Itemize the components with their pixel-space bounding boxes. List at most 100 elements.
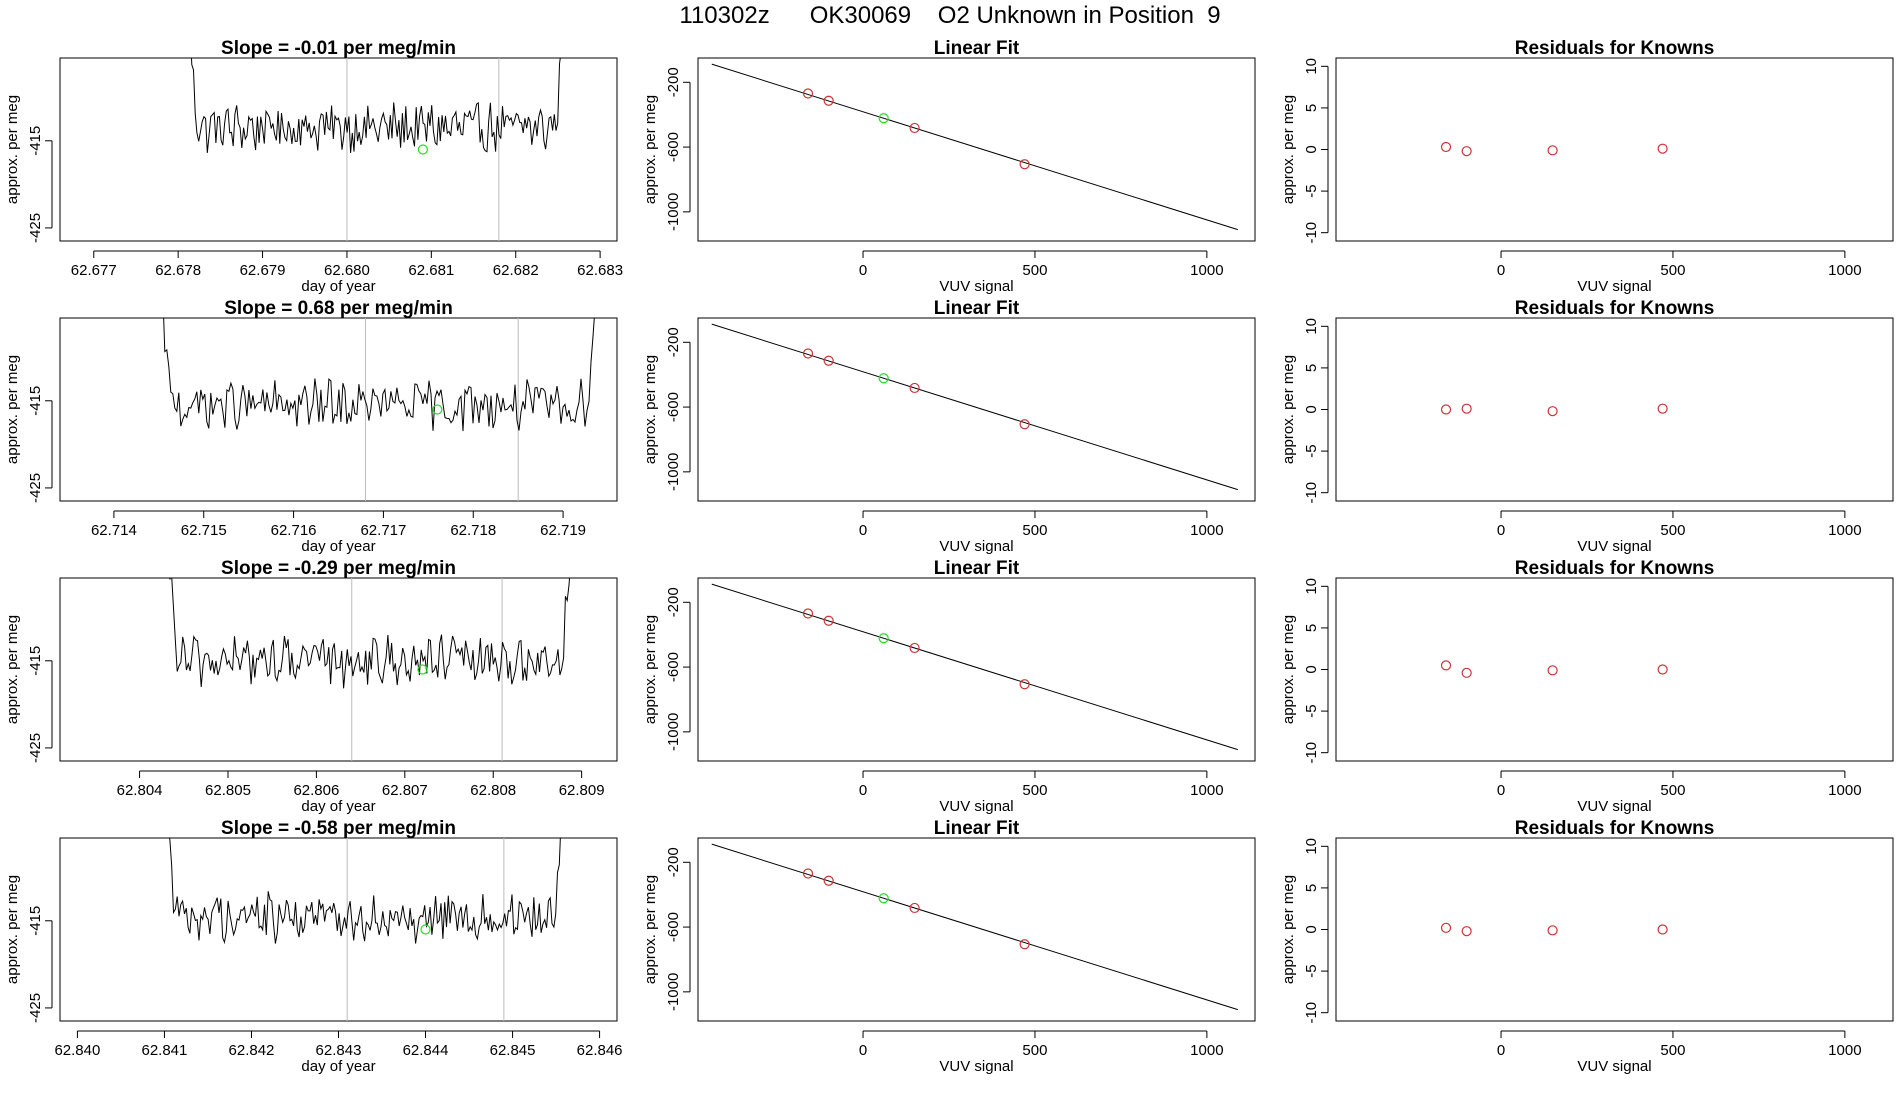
y-tick-label: -425 [27, 473, 44, 503]
panel-title: Linear Fit [934, 38, 1020, 59]
panel-fit-2 [683, 317, 1256, 518]
x-tick-label: 62.804 [117, 782, 163, 799]
x-tick-label: 62.718 [450, 522, 496, 539]
known-point [1019, 939, 1030, 950]
unknown-point [878, 373, 889, 384]
known-point [802, 348, 814, 359]
x-axis-label: VUV signal [1577, 1058, 1651, 1075]
x-axis-label: VUV signal [939, 278, 1013, 295]
y-tick-label: -425 [27, 993, 44, 1023]
x-tick-label: 62.845 [490, 1042, 536, 1059]
x-tick-label: 62.842 [229, 1042, 275, 1059]
y-tick-label: -10 [1303, 482, 1320, 504]
panel-title: Residuals for Knowns [1515, 38, 1715, 59]
x-tick-label: 62.806 [293, 782, 339, 799]
y-tick-label: 10 [1303, 578, 1320, 595]
plot-frame [697, 57, 1256, 242]
y-axis-label: approx. per meg [642, 875, 659, 984]
x-tick-label: 0 [859, 262, 867, 279]
plot-frame [1335, 577, 1894, 762]
known-point [909, 122, 920, 134]
x-tick-label: 500 [1660, 262, 1685, 279]
y-axis-label: approx. per meg [642, 355, 659, 464]
y-tick-label: -200 [665, 847, 682, 877]
trace-line [163, 318, 595, 432]
y-axis-label: approx. per meg [4, 615, 21, 724]
x-tick-label: 0 [1497, 782, 1505, 799]
panel-trace-1 [45, 57, 618, 258]
panel-title: Linear Fit [934, 818, 1020, 839]
known-point [1461, 667, 1472, 678]
x-tick-label: 62.805 [205, 782, 251, 799]
x-tick-label: 500 [1022, 782, 1047, 799]
panel-trace-4 [45, 837, 618, 1038]
fit-line [711, 843, 1238, 1011]
x-tick-label: 1000 [1828, 262, 1861, 279]
x-axis-label: day of year [301, 1058, 375, 1075]
unknown-marker [432, 404, 443, 415]
data-layer [1440, 403, 1668, 417]
panel-fit-4 [683, 837, 1256, 1038]
y-tick-label: -10 [1303, 222, 1320, 244]
data-layer [711, 323, 1238, 491]
y-tick-label: 5 [1303, 364, 1320, 372]
known-point [802, 88, 814, 99]
x-tick-label: 62.682 [493, 262, 539, 279]
plot-frame [697, 317, 1256, 502]
x-tick-label: 62.719 [540, 522, 586, 539]
y-tick-label: -5 [1303, 184, 1320, 197]
y-axis-label: approx. per meg [1280, 355, 1297, 464]
y-tick-label: 10 [1303, 318, 1320, 335]
x-tick-label: 0 [1497, 262, 1505, 279]
x-tick-label: 0 [1497, 522, 1505, 539]
trace-line [169, 838, 561, 945]
x-axis-label: day of year [301, 798, 375, 815]
x-axis-label: VUV signal [1577, 538, 1651, 555]
data-layer [711, 63, 1238, 231]
data-layer [1440, 660, 1668, 678]
x-tick-label: 500 [1660, 782, 1685, 799]
trace-line [169, 578, 570, 689]
x-axis-label: VUV signal [939, 798, 1013, 815]
y-tick-label: -1000 [665, 713, 682, 751]
x-tick-label: 1000 [1190, 782, 1223, 799]
x-axis-label: day of year [301, 278, 375, 295]
known-point [1657, 924, 1668, 935]
y-tick-label: -600 [665, 132, 682, 162]
x-tick-label: 0 [859, 1042, 867, 1059]
y-tick-label: -1000 [665, 193, 682, 231]
y-tick-label: 0 [1303, 925, 1320, 933]
known-point [909, 382, 920, 394]
y-tick-label: -1000 [665, 973, 682, 1011]
trace-line [190, 58, 561, 153]
x-tick-label: 62.807 [382, 782, 428, 799]
known-point [1440, 141, 1452, 153]
x-tick-label: 62.715 [181, 522, 227, 539]
data-layer [711, 843, 1238, 1011]
x-axis-label: VUV signal [939, 538, 1013, 555]
y-tick-label: -10 [1303, 1002, 1320, 1024]
known-point [823, 355, 834, 366]
panel-title: Slope = -0.58 per meg/min [221, 818, 456, 839]
panel-resid-4 [1321, 837, 1894, 1038]
known-point [1440, 404, 1452, 415]
data-layer [1440, 922, 1668, 937]
x-tick-label: 62.683 [577, 262, 623, 279]
panel-resid-3 [1321, 577, 1894, 778]
x-tick-label: 62.841 [141, 1042, 187, 1059]
y-axis-label: approx. per meg [4, 355, 21, 464]
y-tick-label: -10 [1303, 742, 1320, 764]
unknown-point [878, 893, 889, 904]
x-tick-label: 62.680 [324, 262, 370, 279]
fit-line [711, 583, 1238, 751]
known-point [1019, 419, 1030, 430]
x-tick-label: 500 [1022, 522, 1047, 539]
y-tick-label: -415 [27, 386, 44, 416]
known-point [1547, 925, 1558, 936]
known-point [823, 875, 834, 886]
y-axis-label: approx. per meg [642, 95, 659, 204]
plot-frame [59, 577, 618, 762]
y-tick-label: 5 [1303, 884, 1320, 892]
known-point [1657, 664, 1668, 675]
y-axis-label: approx. per meg [1280, 95, 1297, 204]
